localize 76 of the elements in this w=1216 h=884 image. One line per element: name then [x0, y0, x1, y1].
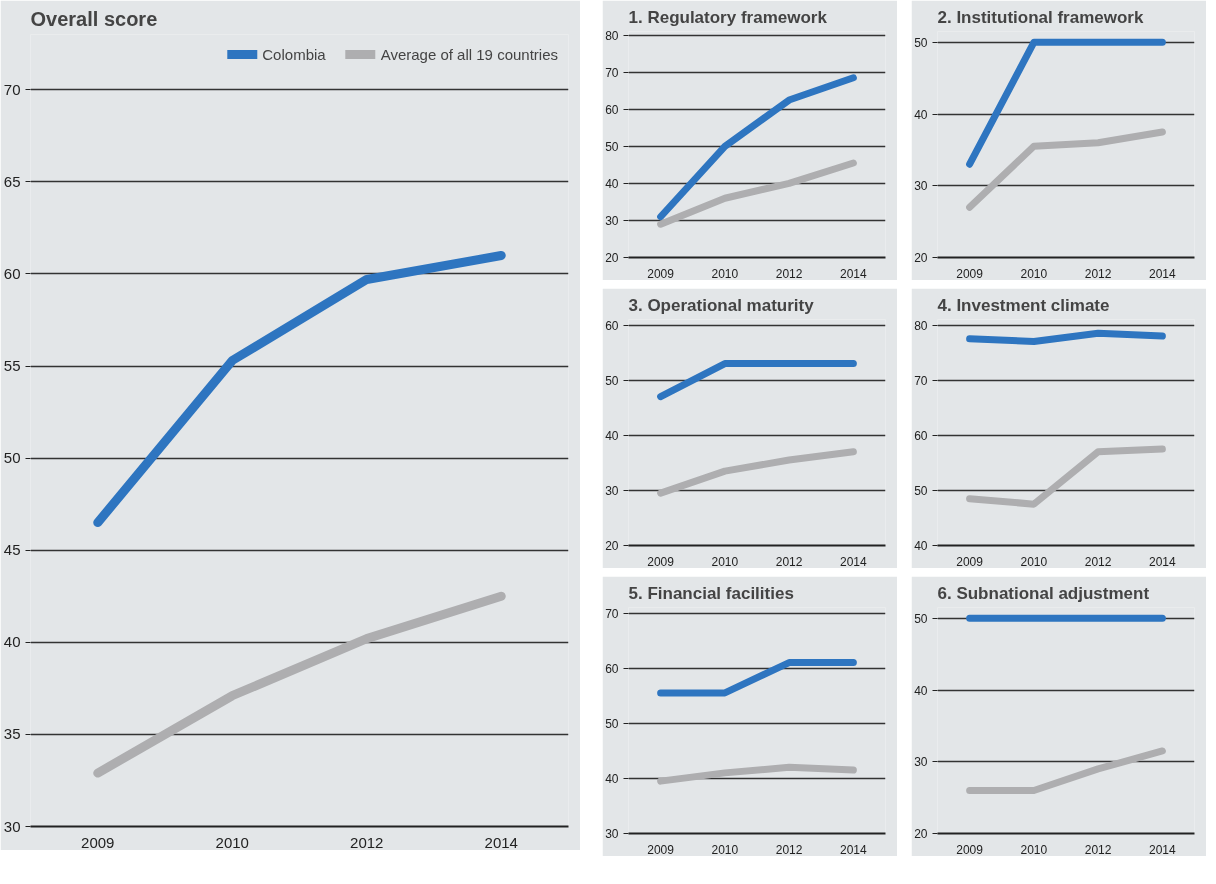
- x-tick-label: 2009: [956, 266, 984, 281]
- chart-title: Overall score: [30, 7, 158, 30]
- x-tick-label: 2014: [1149, 266, 1177, 281]
- x-tick-label: 2009: [956, 554, 984, 569]
- y-tick-label: 20: [914, 827, 928, 841]
- chart-title: 5. Financial facilities: [628, 583, 794, 603]
- x-tick-label: 2012: [775, 554, 803, 569]
- x-tick-label: 2012: [775, 266, 803, 281]
- y-tick-label: 40: [605, 771, 619, 786]
- x-tick-label: 2014: [840, 842, 868, 857]
- y-tick-label: 50: [605, 139, 619, 154]
- y-tick-label: 70: [605, 606, 619, 621]
- x-tick-label: 2010: [215, 833, 249, 851]
- legend-label: Average of all 19 countries: [380, 45, 558, 63]
- y-tick-label: 20: [914, 251, 928, 265]
- y-tick-label: 60: [3, 264, 21, 282]
- x-tick-label: 2012: [1084, 266, 1112, 281]
- y-tick-label: 40: [914, 107, 928, 122]
- x-tick-label: 2012: [1084, 554, 1112, 569]
- y-tick-label: 40: [605, 176, 619, 191]
- x-tick-label: 2014: [840, 554, 868, 569]
- x-tick-label: 2010: [1020, 266, 1048, 281]
- chart-title: 1. Regulatory framework: [628, 7, 828, 27]
- x-tick-label: 2010: [1020, 842, 1048, 857]
- y-tick-label: 30: [914, 755, 928, 770]
- x-tick-label: 2010: [1020, 554, 1048, 569]
- y-tick-label: 40: [3, 633, 21, 651]
- y-tick-label: 20: [605, 539, 619, 553]
- y-tick-label: 30: [3, 817, 21, 835]
- y-tick-label: 30: [605, 213, 619, 228]
- x-tick-label: 2014: [840, 266, 868, 281]
- chart-title: 3. Operational maturity: [628, 295, 815, 315]
- y-tick-label: 55: [3, 357, 21, 375]
- x-tick-label: 2012: [1084, 842, 1112, 857]
- y-tick-label: 30: [914, 179, 928, 194]
- y-tick-label: 70: [914, 373, 928, 388]
- y-tick-label: 70: [3, 80, 21, 98]
- y-tick-label: 80: [605, 28, 619, 43]
- y-tick-label: 60: [605, 102, 619, 117]
- x-tick-label: 2014: [1149, 554, 1177, 569]
- y-tick-label: 70: [605, 65, 619, 80]
- y-tick-label: 30: [605, 483, 619, 498]
- x-tick-label: 2009: [647, 842, 675, 857]
- x-tick-label: 2009: [647, 554, 675, 569]
- y-tick-label: 80: [914, 318, 928, 333]
- y-tick-label: 50: [605, 373, 619, 388]
- chart-title: 4. Investment climate: [937, 295, 1110, 315]
- x-tick-label: 2014: [1149, 842, 1177, 857]
- x-tick-label: 2009: [81, 833, 115, 851]
- y-tick-label: 45: [3, 541, 21, 559]
- y-tick-label: 20: [605, 251, 619, 265]
- y-tick-label: 35: [3, 725, 21, 743]
- x-tick-label: 2012: [350, 833, 384, 851]
- y-tick-label: 40: [914, 683, 928, 698]
- x-tick-label: 2010: [711, 266, 739, 281]
- y-tick-label: 50: [605, 716, 619, 731]
- y-tick-label: 50: [914, 611, 928, 626]
- y-tick-label: 50: [3, 449, 21, 467]
- y-tick-label: 30: [605, 827, 619, 841]
- y-tick-label: 40: [605, 428, 619, 443]
- x-tick-label: 2010: [711, 554, 739, 569]
- y-tick-label: 50: [914, 483, 928, 498]
- y-tick-label: 60: [914, 428, 928, 443]
- legend-label: Colombia: [262, 45, 326, 63]
- x-tick-label: 2009: [647, 266, 675, 281]
- chart-title: 6. Subnational adjustment: [937, 583, 1150, 603]
- y-tick-label: 40: [914, 539, 928, 553]
- x-tick-label: 2012: [775, 842, 803, 857]
- x-tick-label: 2010: [711, 842, 739, 857]
- y-tick-label: 60: [605, 661, 619, 676]
- y-tick-label: 65: [3, 172, 21, 190]
- chart-title: 2. Institutional framework: [937, 7, 1144, 27]
- x-tick-label: 2014: [484, 833, 518, 851]
- y-tick-label: 60: [605, 318, 619, 333]
- y-tick-label: 50: [914, 35, 928, 50]
- x-tick-label: 2009: [956, 842, 984, 857]
